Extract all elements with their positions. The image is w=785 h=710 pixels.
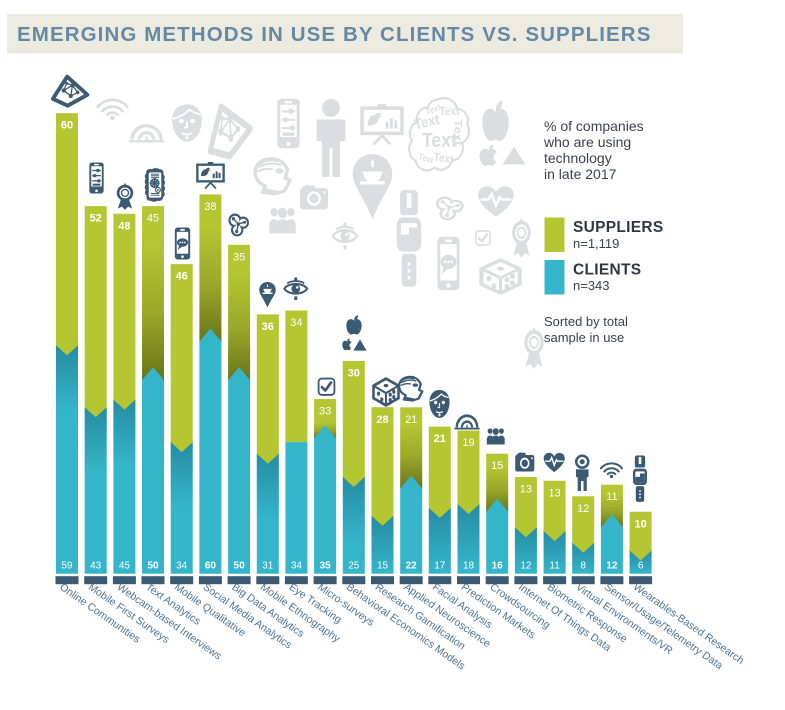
svg-text:45: 45 [119,560,131,571]
svg-text:12: 12 [577,503,589,515]
svg-text:% of companies: % of companies [544,118,644,134]
svg-text:n=1,119: n=1,119 [573,236,619,251]
svg-text:16: 16 [492,560,504,571]
svg-text:33: 33 [319,406,331,418]
svg-text:35: 35 [320,560,332,571]
svg-text:30: 30 [348,367,360,379]
svg-text:34: 34 [290,317,302,329]
svg-text:45: 45 [147,213,159,225]
svg-text:21: 21 [405,414,417,426]
svg-text:36: 36 [262,321,274,333]
svg-text:34: 34 [291,560,303,571]
svg-text:11: 11 [606,491,617,503]
svg-text:in late 2017: in late 2017 [544,166,617,182]
svg-text:60: 60 [61,120,73,132]
svg-text:35: 35 [233,251,245,263]
svg-text:12: 12 [606,560,618,571]
svg-text:25: 25 [348,560,360,571]
svg-text:15: 15 [377,560,389,571]
svg-text:50: 50 [234,560,246,571]
svg-text:10: 10 [634,518,646,530]
svg-text:15: 15 [491,460,503,472]
svg-text:48: 48 [118,220,130,232]
svg-text:34: 34 [176,560,188,571]
svg-text:13: 13 [520,484,532,496]
svg-text:52: 52 [90,213,102,225]
svg-text:n=343: n=343 [573,278,610,293]
svg-text:technology: technology [544,150,612,166]
svg-text:who are using: who are using [543,134,631,150]
svg-text:31: 31 [262,560,274,571]
svg-text:46: 46 [176,271,188,283]
svg-text:22: 22 [406,560,418,571]
svg-text:17: 17 [434,560,446,571]
svg-text:11: 11 [549,560,560,571]
svg-text:13: 13 [548,487,560,499]
svg-text:28: 28 [376,414,388,426]
svg-text:18: 18 [463,560,475,571]
svg-text:8: 8 [580,560,586,571]
svg-text:59: 59 [61,560,73,571]
svg-text:6: 6 [638,560,644,571]
svg-text:19: 19 [462,437,474,449]
svg-text:60: 60 [205,560,217,571]
svg-text:SUPPLIERS: SUPPLIERS [573,219,664,236]
svg-text:43: 43 [90,560,102,571]
svg-text:Sorted by total: Sorted by total [544,314,628,329]
svg-text:21: 21 [434,433,446,445]
svg-text:CLIENTS: CLIENTS [573,262,641,279]
svg-text:EMERGING METHODS IN USE BY CLI: EMERGING METHODS IN USE BY CLIENTS VS. S… [17,23,651,46]
svg-text:sample in use: sample in use [544,330,624,345]
svg-text:50: 50 [147,560,159,571]
svg-text:12: 12 [520,560,532,571]
svg-text:38: 38 [204,201,216,213]
